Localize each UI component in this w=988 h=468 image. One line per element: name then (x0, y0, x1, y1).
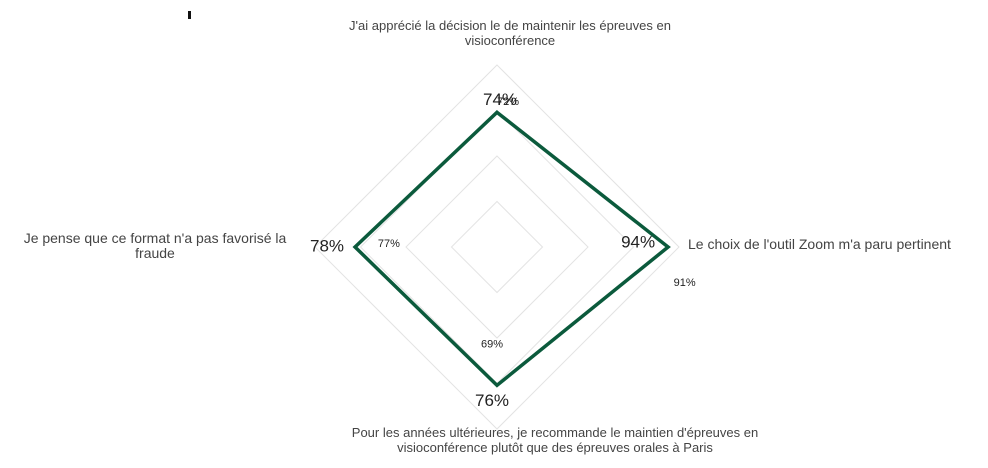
grid-line (450, 200, 544, 294)
data-label: 76% (475, 391, 509, 410)
axis-label: Je pense que ce format n'a pas favorisé … (23, 230, 287, 261)
axis-label: Le choix de l'outil Zoom m'a paru pertin… (688, 236, 951, 252)
grid-line (405, 155, 589, 339)
data-label: 77% (378, 238, 400, 250)
mark (188, 11, 191, 19)
data-label: 69% (481, 338, 503, 350)
series-line (352, 110, 671, 388)
data-label: 91% (674, 277, 696, 289)
data-label: 74% (483, 90, 517, 109)
data-label: 94% (621, 232, 655, 251)
axis-label: J'ai apprécié la décision le de mainteni… (349, 18, 671, 48)
data-label: 78% (310, 236, 344, 255)
axis-label: Pour les années ultérieures, je recomman… (351, 425, 759, 455)
data-label: 72% (497, 96, 519, 108)
grid-line (314, 64, 680, 430)
